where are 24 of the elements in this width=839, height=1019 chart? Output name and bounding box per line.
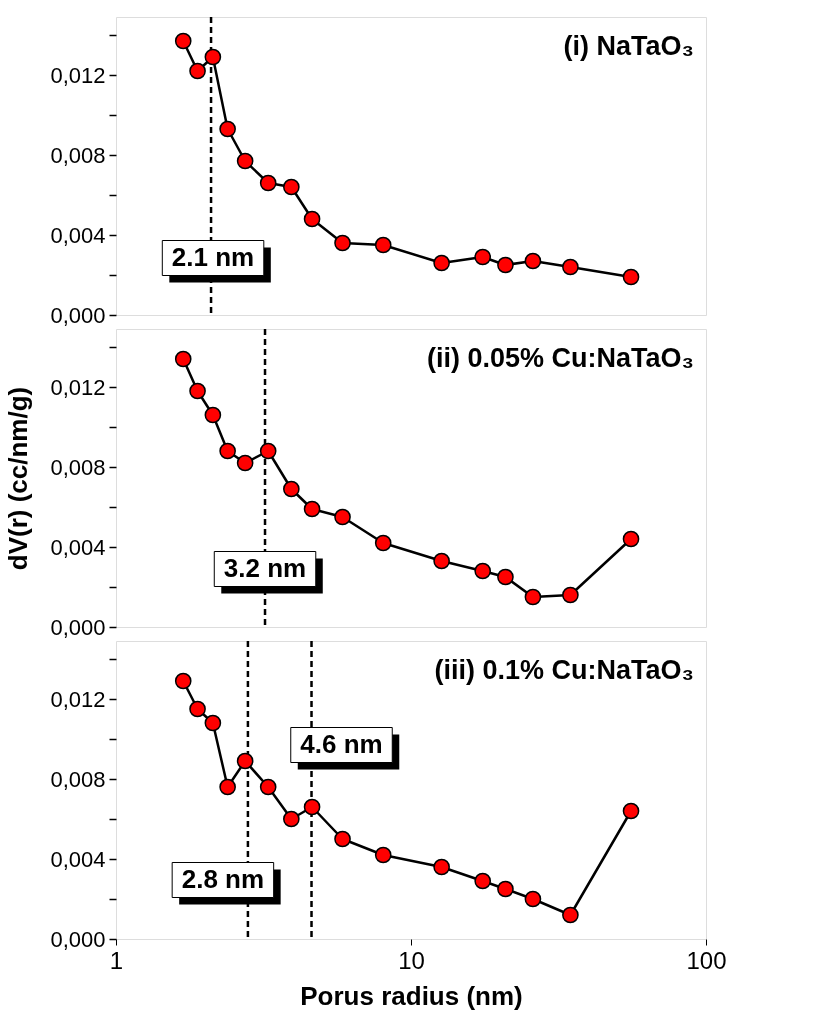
- x-tick-label: 100: [686, 946, 727, 974]
- y-tick-label: 0,008: [50, 142, 106, 168]
- x-tick-label: 1: [109, 946, 124, 974]
- y-tick-label: 0,012: [50, 374, 106, 400]
- y-tick-label: 0,000: [50, 614, 106, 640]
- annotation: 2.8 nm: [181, 864, 265, 894]
- x-tick-label: 10: [398, 946, 425, 974]
- y-tick-label: 0,004: [50, 222, 106, 248]
- annotation: 2.1 nm: [171, 242, 255, 272]
- y-tick-label: 0,000: [50, 302, 106, 328]
- text: (i) NaTaO₃: [563, 31, 694, 61]
- y-tick-label: 0,004: [50, 534, 106, 560]
- x-axis-title: Porus radius (nm): [300, 980, 523, 1011]
- y-tick-label: 0,012: [50, 62, 106, 88]
- y-tick-label: 0,012: [50, 686, 106, 712]
- annotation: 3.2 nm: [223, 553, 307, 583]
- y-tick-label: 0,004: [50, 846, 106, 872]
- annotation: 4.6 nm: [300, 729, 383, 759]
- text: (ii) 0.05% Cu:NaTaO₃: [426, 343, 694, 373]
- y-tick-label: 0,000: [50, 926, 106, 952]
- y-axis-title: dV(r) (cc/nm/g): [3, 386, 34, 571]
- y-tick-label: 0,008: [50, 766, 106, 792]
- text: (iii) 0.1% Cu:NaTaO₃: [434, 655, 694, 685]
- y-tick-label: 0,008: [50, 454, 106, 480]
